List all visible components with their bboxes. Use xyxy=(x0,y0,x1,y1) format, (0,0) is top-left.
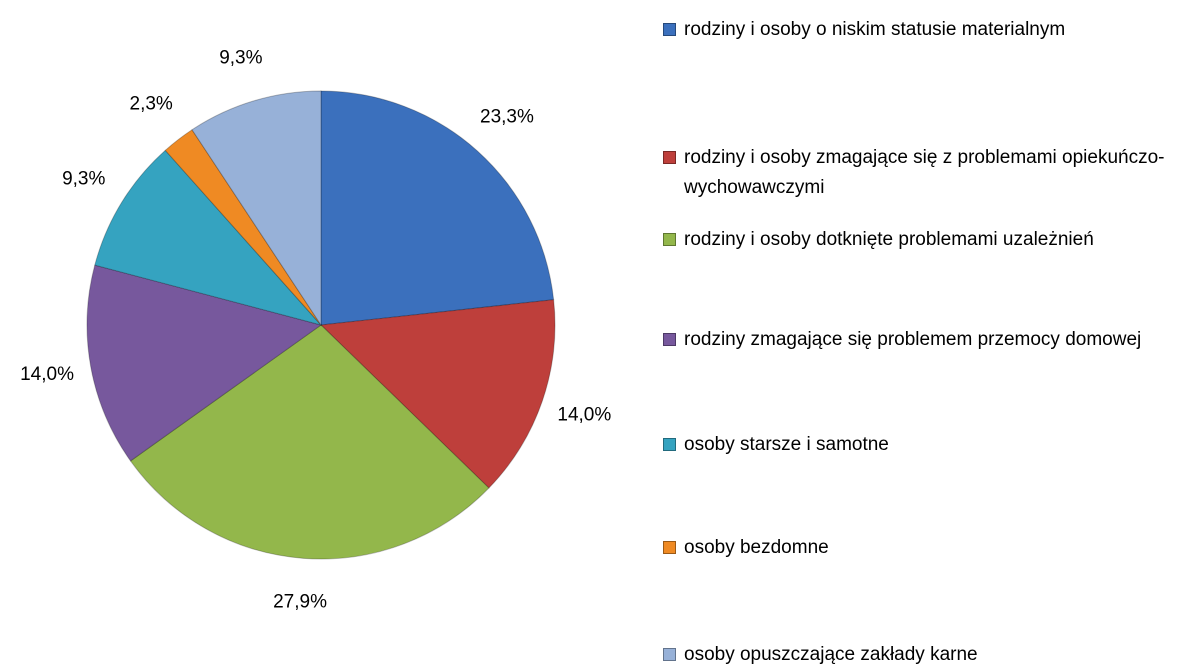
legend-label: rodziny i osoby o niskim statusie materi… xyxy=(684,19,1066,40)
legend-item: osoby bezdomne xyxy=(663,533,1178,563)
pie-slice xyxy=(320,90,555,326)
pie-slice xyxy=(129,324,490,560)
legend-item: osoby opuszczające zakłady karne xyxy=(663,640,1178,669)
data-label: 27,9% xyxy=(273,592,327,613)
legend-item: rodziny i osoby zmagające się z problema… xyxy=(663,143,1178,203)
data-label: 14,0% xyxy=(20,364,74,385)
pie-slice xyxy=(319,299,556,489)
legend-swatch xyxy=(663,333,676,346)
legend-label: rodziny i osoby dotknięte problemami uza… xyxy=(684,229,1094,250)
legend-label: rodziny zmagające się problemem przemocy… xyxy=(684,329,1142,350)
pie-slice xyxy=(94,149,323,326)
legend-swatch xyxy=(663,438,676,451)
legend-label: osoby opuszczające zakłady karne xyxy=(684,644,978,665)
legend-item: osoby starsze i samotne xyxy=(663,430,1178,460)
data-label: 9,3% xyxy=(62,168,105,189)
data-label: 9,3% xyxy=(219,47,262,68)
legend-item: rodziny zmagające się problemem przemocy… xyxy=(663,325,1178,355)
legend-label: osoby bezdomne xyxy=(684,537,829,558)
legend-swatch xyxy=(663,648,676,661)
pie-slice xyxy=(164,129,322,326)
legend-swatch xyxy=(663,23,676,36)
legend-item: rodziny i osoby o niskim statusie materi… xyxy=(663,15,1178,45)
data-label: 23,3% xyxy=(480,107,534,128)
legend-item: rodziny i osoby dotknięte problemami uza… xyxy=(663,225,1178,255)
data-label: 2,3% xyxy=(130,93,173,114)
legend-label: rodziny i osoby zmagające się z problema… xyxy=(684,147,1165,198)
data-label: 14,0% xyxy=(557,405,611,426)
legend-swatch xyxy=(663,151,676,164)
pie-slice xyxy=(191,90,322,327)
legend-swatch xyxy=(663,233,676,246)
pie-slice xyxy=(86,264,323,462)
legend-label: osoby starsze i samotne xyxy=(684,434,889,455)
legend-swatch xyxy=(663,541,676,554)
